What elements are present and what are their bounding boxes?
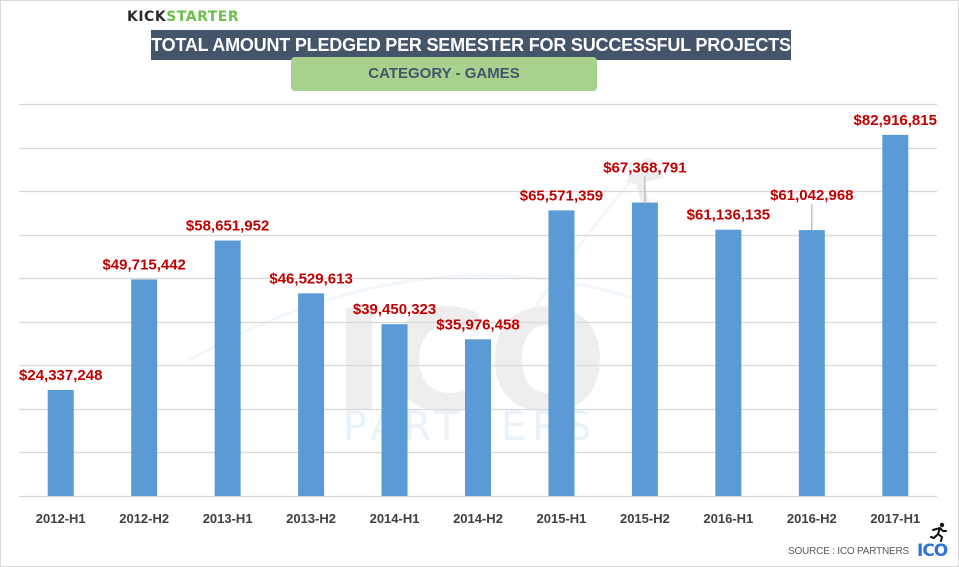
x-tick-label: 2016-H2 [787,511,837,526]
bar [798,230,825,496]
bar [631,202,658,497]
bars [47,134,909,497]
bar [131,279,158,496]
bar [381,324,408,496]
x-tick-label: 2012-H2 [119,511,169,526]
ico-logo: ICO [917,541,948,561]
data-label: $24,337,248 [19,367,102,384]
label-leader-lines [644,176,813,231]
x-tick-label: 2012-H1 [36,511,86,526]
chart-title: TOTAL AMOUNT PLEDGED PER SEMESTER FOR SU… [151,30,791,60]
runner-icon [930,522,947,542]
bar [715,229,742,496]
bar [214,240,241,496]
data-label: $49,715,442 [102,256,185,273]
bar [298,293,325,496]
x-axis-tick-labels: 2012-H1 2012-H2 2013-H1 2013-H2 2014-H1 2014-… [36,511,920,526]
chart-subtitle: CATEGORY - GAMES [291,57,597,91]
data-label: $35,976,458 [436,316,519,333]
source-credit: SOURCE : ICO PARTNERS [787,546,909,557]
data-label: $39,450,323 [353,301,436,318]
data-label: $61,042,968 [770,187,853,204]
kickstarter-logo: KICKSTARTER [127,9,239,25]
brand-part-2: STARTER [166,9,240,25]
bar [465,339,491,496]
data-label: $58,651,952 [186,218,269,235]
x-tick-label: 2017-H1 [870,511,920,526]
x-tick-label: 2016-H1 [703,511,753,526]
data-label: $82,916,815 [854,112,937,129]
data-label: $46,529,613 [269,270,352,287]
data-label: $65,571,359 [520,187,603,204]
bar [548,210,575,496]
x-tick-label: 2013-H1 [203,511,253,526]
x-tick-label: 2013-H2 [286,511,336,526]
bar [882,134,909,497]
x-tick-label: 2015-H1 [537,511,587,526]
data-label: $67,368,791 [603,160,686,177]
data-labels: $24,337,248 $49,715,442 $58,651,952 $46,529… [19,112,937,384]
x-tick-label: 2014-H1 [370,511,420,526]
bar [47,389,74,496]
x-tick-label: 2015-H2 [620,511,670,526]
brand-part-1: KICK [127,9,167,25]
x-tick-label: 2014-H2 [453,511,503,526]
data-label: $61,136,135 [687,207,770,224]
